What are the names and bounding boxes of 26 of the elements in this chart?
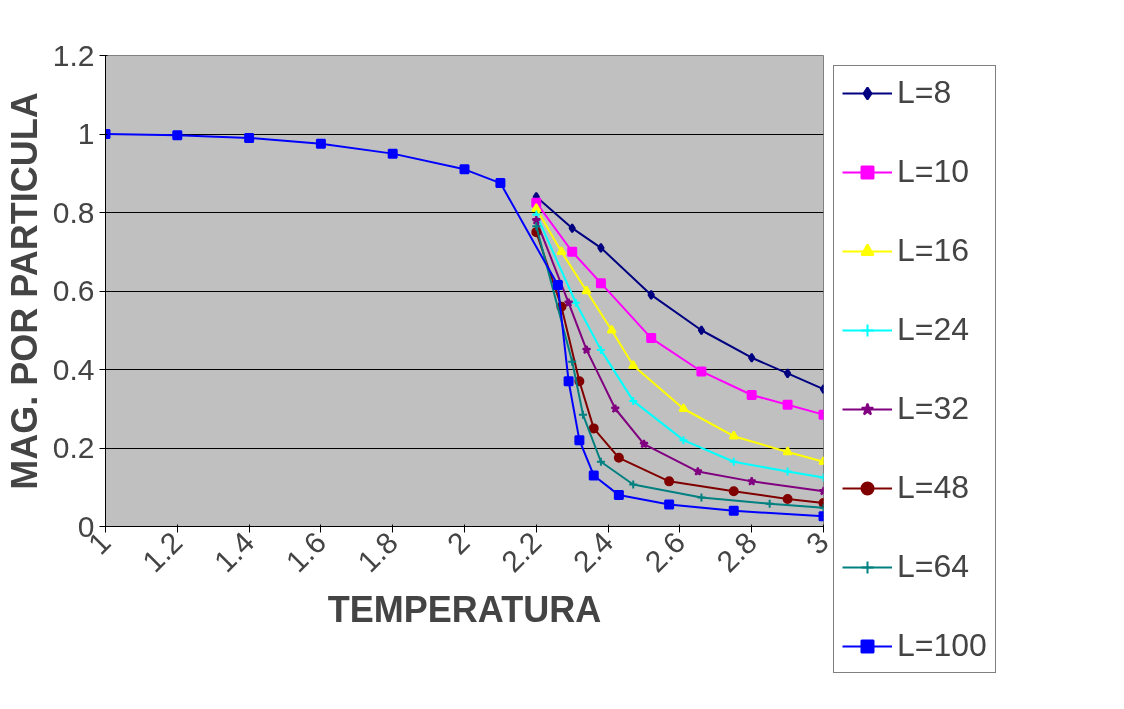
- legend-label: L=32: [897, 390, 970, 427]
- legend-label: L=64: [897, 548, 970, 585]
- x-tick-label: 2.8: [710, 525, 764, 579]
- x-tick-label: 2: [440, 525, 476, 561]
- y-tick-label: 0.2: [52, 431, 95, 464]
- x-tick-label: 1.2: [135, 525, 189, 579]
- x-tick-label: 1.8: [351, 525, 405, 579]
- x-tick-label: 2.6: [638, 525, 692, 579]
- y-tick-label: 1.2: [52, 38, 95, 72]
- x-axis-title: TEMPERATURA: [327, 589, 602, 631]
- y-tick-label: 0.8: [52, 195, 95, 229]
- legend-label: L=100: [897, 627, 987, 664]
- x-tick-label: 1.4: [207, 525, 261, 579]
- y-tick-label: 0.4: [52, 352, 95, 386]
- legend-label: L=8: [897, 74, 952, 111]
- legend-label: L=16: [897, 232, 970, 269]
- y-tick-label: 1: [77, 117, 95, 150]
- legend-label: L=10: [897, 153, 970, 190]
- y-tick-label: 0.6: [52, 274, 95, 307]
- x-tick-label: 3: [799, 525, 835, 561]
- x-tick-label: 2.2: [494, 525, 548, 579]
- legend-label: L=48: [897, 469, 970, 506]
- x-tick-label: 1.6: [279, 525, 333, 579]
- legend-label: L=24: [897, 311, 970, 348]
- y-axis-title: MAG. POR PARTICULA: [3, 92, 45, 490]
- x-tick-label: 2.4: [566, 525, 620, 579]
